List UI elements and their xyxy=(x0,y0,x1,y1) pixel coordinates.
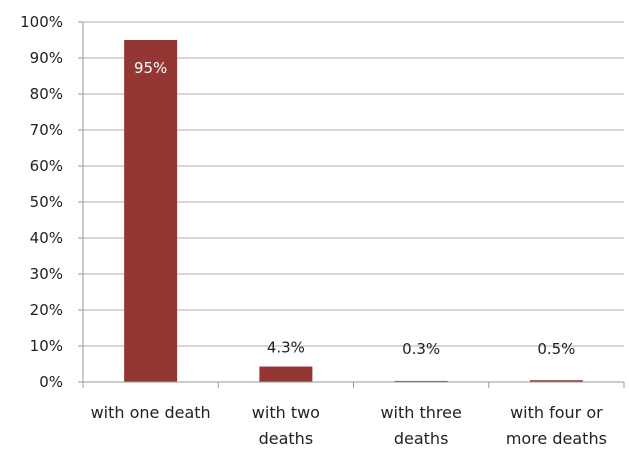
data-label: 95% xyxy=(134,59,167,77)
x-category-label: deaths xyxy=(259,429,314,448)
data-label: 0.3% xyxy=(402,340,440,358)
x-category-label: with three xyxy=(380,403,461,422)
x-axis-category-labels: with one death with two deaths with three de… xyxy=(91,403,607,448)
y-tick-label: 0% xyxy=(39,373,63,391)
bar xyxy=(124,40,178,382)
data-labels: 95% 4.3% 0.3% 0.5% xyxy=(134,59,575,358)
y-tick-label: 20% xyxy=(30,301,63,319)
y-tick-label: 90% xyxy=(30,49,63,67)
x-category-label: with two xyxy=(252,403,320,422)
x-category-label: with one death xyxy=(91,403,211,422)
y-tick-label: 100% xyxy=(20,13,63,31)
y-tick-label: 80% xyxy=(30,85,63,103)
bars xyxy=(124,40,583,382)
y-tick-label: 40% xyxy=(30,229,63,247)
y-tick-label: 50% xyxy=(30,193,63,211)
bar xyxy=(259,366,313,382)
x-category-label: deaths xyxy=(394,429,449,448)
x-category-label: more deaths xyxy=(506,429,607,448)
y-axis-tick-labels: 0% 10% 20% 30% 40% 50% 60% 70% 80% 90% 100% xyxy=(20,13,63,391)
y-tick-label: 60% xyxy=(30,157,63,175)
bar xyxy=(529,380,583,382)
data-label: 0.5% xyxy=(537,340,575,358)
y-tick-label: 10% xyxy=(30,337,63,355)
y-tick-label: 70% xyxy=(30,121,63,139)
axes xyxy=(78,21,625,388)
bar xyxy=(394,380,448,382)
x-category-label: with four or xyxy=(510,403,603,422)
y-tick-label: 30% xyxy=(30,265,63,283)
data-label: 4.3% xyxy=(267,339,305,357)
